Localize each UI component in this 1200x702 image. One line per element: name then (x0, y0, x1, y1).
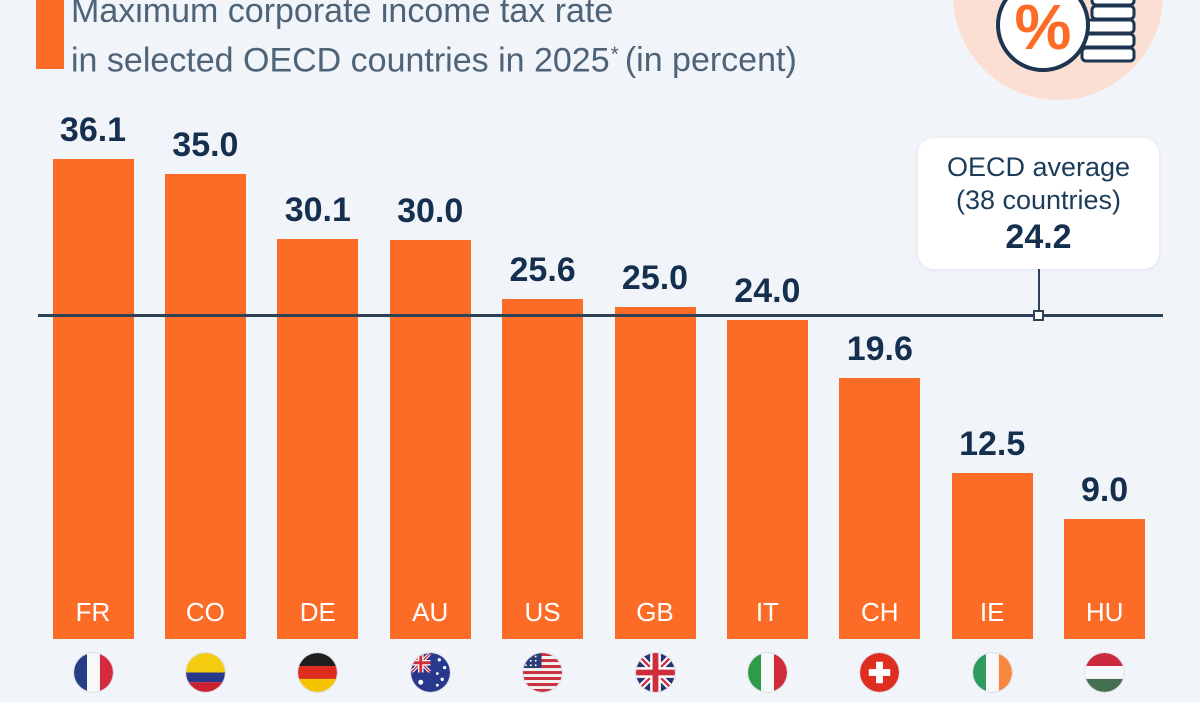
bar-value-label: 9.0 (1080, 471, 1129, 510)
bar-value-label: 35.0 (172, 125, 239, 164)
bar-united-kingdom: GB (614, 306, 696, 639)
bar-value-label: 24.0 (734, 271, 801, 310)
footnote-asterisk: * (610, 43, 619, 66)
australia-flag-icon (410, 653, 450, 692)
country-code-label: CO (185, 597, 225, 627)
bar-ireland: IE (951, 472, 1033, 639)
callout-subtitle: (38 countries) (955, 185, 1122, 215)
country-code-label: IT (755, 597, 779, 627)
bar-group-australia: 30.0 AU (389, 0, 471, 702)
bar-group-germany: 30.1 DE (277, 0, 359, 702)
switzerland-flag-icon (860, 653, 900, 692)
italy-flag-icon (747, 653, 787, 692)
oecd-average-line (38, 314, 1163, 317)
bar-group-united-kingdom: 25.0 GB (614, 0, 696, 702)
callout-value: 24.2 (1005, 218, 1072, 256)
bar-value-label: 36.1 (59, 110, 127, 149)
bar-colombia: CO (164, 173, 246, 639)
bar-value-label: 12.5 (959, 424, 1026, 463)
oecd-average-callout: OECD average (38 countries) 24.2 (918, 138, 1159, 269)
bar-australia: AU (389, 240, 471, 639)
title-accent-bar (36, 0, 64, 69)
chart-title-unit: (in percent) (624, 41, 797, 80)
bar-united-states: US (502, 298, 584, 639)
coin-stack-icon (1074, 0, 1136, 63)
bar-value-label: 30.0 (397, 192, 464, 230)
ireland-flag-icon (972, 653, 1012, 692)
chart-title-line2: in selected OECD countries in 2025* (in p… (71, 41, 797, 80)
country-code-label: GB (636, 597, 674, 627)
bar-group-ireland: 12.5 IE (951, 0, 1033, 702)
bar-italy: IT (726, 319, 808, 639)
bar-value-label: 25.6 (509, 250, 576, 289)
bar-value-label: 25.0 (621, 258, 689, 297)
united-states-flag-icon (523, 653, 563, 692)
bar-value-label: 19.6 (846, 330, 913, 369)
chart-title: Maximum corporate income tax rate in sel… (71, 0, 797, 81)
callout-connector-marker (1033, 310, 1044, 321)
colombia-flag-icon (185, 653, 225, 692)
bar-group-france: 36.1 FR (52, 0, 134, 702)
france-flag-icon (73, 653, 113, 692)
hungary-flag-icon (1085, 653, 1125, 692)
bar-france: FR (52, 158, 134, 639)
united-kingdom-flag-icon (635, 653, 675, 692)
germany-flag-icon (298, 653, 338, 692)
callout-title: OECD average (946, 152, 1131, 182)
bar-hungary: HU (1064, 519, 1146, 639)
country-code-label: IE (979, 597, 1005, 627)
bar-group-hungary: 9.0 HU (1064, 0, 1146, 702)
bar-group-colombia: 35.0 CO (164, 0, 246, 702)
country-code-label: AU (412, 597, 449, 627)
callout-connector-line (1038, 269, 1040, 314)
chart-title-line1: Maximum corporate income tax rate (71, 0, 614, 30)
bar-switzerland: CH (839, 378, 921, 639)
bar-germany: DE (277, 238, 359, 639)
country-code-label: CH (861, 597, 899, 627)
country-code-label: DE (299, 597, 336, 627)
percent-symbol: % (1014, 0, 1072, 63)
bar-group-switzerland: 19.6 CH (839, 0, 921, 702)
country-code-label: US (524, 597, 561, 627)
country-code-label: FR (75, 597, 111, 627)
bar-value-label: 30.1 (284, 190, 351, 229)
percent-circle-icon: % (996, 0, 1090, 72)
bar-group-italy: 24.0 IT (726, 0, 808, 702)
country-code-label: HU (1085, 597, 1124, 627)
bar-group-united-states: 25.6 US (502, 0, 584, 702)
